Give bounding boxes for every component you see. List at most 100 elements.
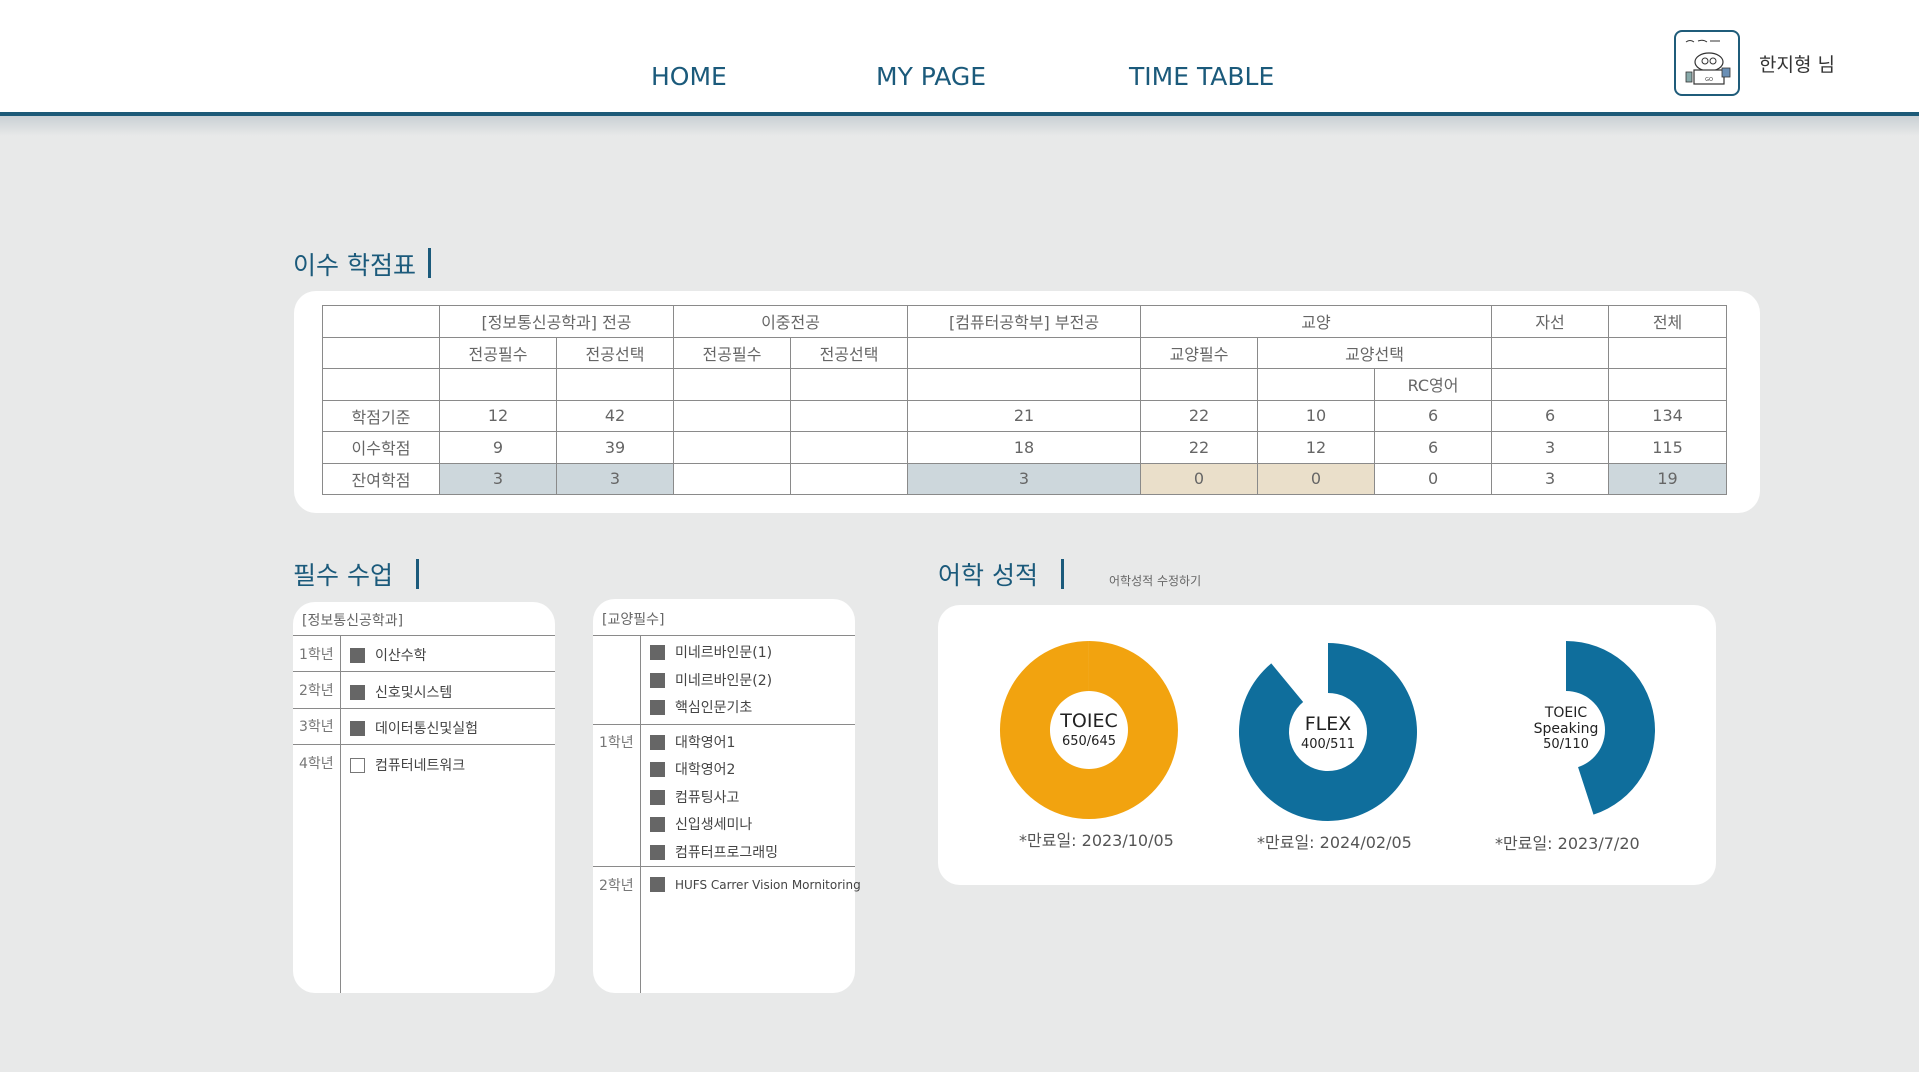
flex-donut [1239, 643, 1417, 821]
toeic-expire: *만료일: 2023/10/05 [1019, 831, 1174, 850]
course-item[interactable]: 컴퓨팅사고 [650, 787, 739, 807]
toeic-name: TOIEC [1060, 710, 1118, 732]
checkbox-checked-icon[interactable] [650, 734, 665, 750]
checkbox-checked-icon[interactable] [650, 844, 665, 860]
table-cell [322, 368, 440, 401]
course-item[interactable]: 이산수학 [350, 645, 427, 665]
course-item[interactable]: 데이터통신및실험 [350, 718, 478, 738]
table-cell: 6 [1374, 399, 1493, 432]
checkbox-checked-icon[interactable] [650, 789, 665, 805]
checkbox-checked-icon[interactable] [650, 761, 665, 777]
major-header: [정보통신공학과] [302, 613, 404, 629]
remaining-cell: 3 [439, 462, 557, 495]
table-cell [789, 368, 909, 401]
divider [293, 744, 555, 745]
checkbox-checked-icon[interactable] [650, 877, 665, 892]
table-header: 교양선택 [1257, 336, 1493, 369]
checkbox-checked-icon[interactable] [650, 672, 665, 688]
table-cell [673, 462, 791, 495]
user-name[interactable]: 한지형 님 [1759, 54, 1835, 76]
flex-label: FLEX 400/511 [1278, 713, 1378, 752]
checkbox-checked-icon[interactable] [350, 720, 365, 736]
course-item[interactable]: 미네르바인문(2) [650, 670, 772, 690]
course-name: 컴퓨터프로그래밍 [675, 845, 779, 861]
toeic-score: 650/645 [1061, 734, 1116, 749]
checkbox-checked-icon[interactable] [650, 816, 665, 832]
course-name: 대학영어1 [675, 735, 736, 751]
table-header: 전공필수 [673, 336, 791, 369]
credits-title: 이수 학점표 [293, 251, 416, 280]
course-item[interactable]: 핵심인문기초 [650, 697, 752, 717]
year-label: 1학년 [299, 647, 334, 663]
checkbox-checked-icon[interactable] [350, 647, 365, 663]
flex-score: 400/511 [1300, 737, 1355, 752]
course-name: 신입생세미나 [675, 817, 753, 833]
header-shadow [0, 116, 1919, 136]
divider [593, 866, 855, 867]
divider [293, 708, 555, 709]
remaining-cell: 3 [1491, 462, 1610, 495]
toeic-speaking-label: TOEIC Speaking 50/110 [1516, 705, 1616, 753]
toeic-donut [999, 641, 1178, 820]
year-label: 3학년 [299, 719, 334, 735]
course-name: 대학영어2 [675, 762, 736, 778]
table-row: 이수학점 9 39 18 22 12 6 3 115 [322, 431, 1728, 464]
remaining-cell: 0 [1140, 462, 1259, 495]
row-label: 이수학점 [322, 431, 440, 464]
table-cell: 10 [1257, 399, 1376, 432]
divider [640, 635, 641, 993]
course-item[interactable]: 신호및시스템 [350, 682, 452, 702]
checkbox-checked-icon[interactable] [350, 684, 365, 700]
table-header [1491, 336, 1610, 369]
toeic-label: TOIEC 650/645 [1039, 710, 1139, 749]
checkbox-checked-icon[interactable] [650, 644, 665, 660]
table-cell: 12 [1257, 431, 1376, 464]
remaining-cell: 3 [556, 462, 674, 495]
nav-time-table[interactable]: TIME TABLE [1129, 62, 1275, 91]
course-item[interactable]: HUFS Carrer Vision Mornitoring [650, 877, 861, 892]
checkbox-checked-icon[interactable] [650, 699, 665, 715]
table-header: [컴퓨터공학부] 부전공 [907, 305, 1142, 338]
divider [293, 635, 555, 636]
nav-my-page[interactable]: MY PAGE [876, 62, 987, 91]
course-name: 미네르바인문(1) [675, 645, 773, 661]
table-cell [673, 399, 791, 432]
language-title: 어학 성적 [938, 561, 1038, 590]
table-cell [1491, 368, 1610, 401]
course-name: 컴퓨터네트워크 [375, 758, 466, 774]
table-cell [789, 431, 909, 464]
course-item[interactable]: 미네르바인문(1) [650, 642, 772, 662]
remaining-cell: 3 [907, 462, 1142, 495]
flex-expire: *만료일: 2024/02/05 [1257, 833, 1412, 852]
divider [340, 635, 341, 993]
table-cell: 21 [907, 399, 1142, 432]
course-item[interactable]: 대학영어1 [650, 732, 735, 752]
nav-home[interactable]: HOME [651, 62, 727, 91]
table-subheader-row: RC영어 [322, 368, 1728, 401]
avatar[interactable]: GO [1674, 30, 1740, 96]
divider [593, 724, 855, 725]
table-cell [1257, 368, 1376, 401]
edit-language-link[interactable]: 어학성적 수정하기 [1109, 574, 1202, 588]
course-name: 데이터통신및실험 [375, 721, 479, 737]
year-label: 1학년 [599, 735, 634, 751]
table-cell: 115 [1608, 431, 1728, 464]
course-item[interactable]: 컴퓨터네트워크 [350, 755, 465, 775]
credits-table: [정보통신공학과] 전공 이중전공 [컴퓨터공학부] 부전공 교양 자선 전체 … [322, 305, 1728, 495]
course-name: 신호및시스템 [375, 685, 453, 701]
course-name: 미네르바인문(2) [675, 673, 773, 689]
table-header: 이중전공 [672, 305, 909, 338]
table-cell [1608, 368, 1728, 401]
liberal-header: [교양필수] [602, 612, 665, 628]
course-name: 컴퓨팅사고 [675, 790, 740, 806]
course-item[interactable]: 신입생세미나 [650, 814, 752, 834]
course-item[interactable]: 컴퓨터프로그래밍 [650, 842, 778, 862]
toeic-speaking-donut [1566, 641, 1656, 815]
course-item[interactable]: 대학영어2 [650, 759, 735, 779]
required-title: 필수 수업 [293, 561, 393, 590]
table-header: 자선 [1491, 305, 1610, 338]
table-cell: 134 [1608, 399, 1728, 432]
table-subheader-row: 전공필수 전공선택 전공필수 전공선택 교양필수 교양선택 [322, 336, 1728, 369]
checkbox-unchecked-icon[interactable] [350, 757, 365, 773]
